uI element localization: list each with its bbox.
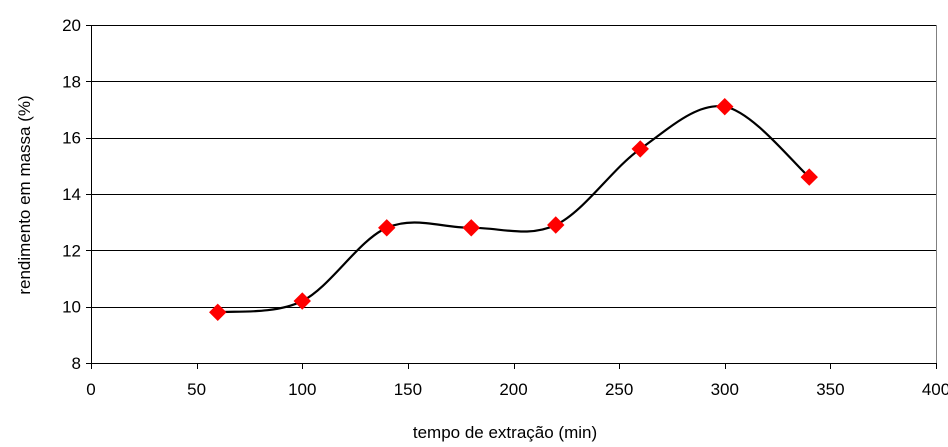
grid-layer xyxy=(91,25,936,308)
x-tick-label-150: 150 xyxy=(394,380,422,399)
x-tick-label-300: 300 xyxy=(711,380,739,399)
line-layer xyxy=(217,105,810,314)
data-point-180 xyxy=(462,219,480,237)
y-tick-label-12: 12 xyxy=(62,241,81,260)
data-point-300 xyxy=(716,97,734,116)
data-point-220 xyxy=(547,216,565,234)
data-point-260 xyxy=(631,140,649,158)
x-tick-label-100: 100 xyxy=(288,380,316,399)
data-point-60 xyxy=(209,303,227,322)
y-tick-label-18: 18 xyxy=(62,72,81,91)
axes-layer xyxy=(86,25,937,369)
y-tick-label-20: 20 xyxy=(62,16,81,35)
x-tick-label-250: 250 xyxy=(605,380,633,399)
x-tick-label-400: 400 xyxy=(922,380,948,399)
x-axis-title: tempo de extração (min) xyxy=(413,423,597,442)
data-point-140 xyxy=(378,219,396,237)
series-line-0 xyxy=(217,105,810,314)
x-tick-label-0: 0 xyxy=(86,380,95,399)
y-tick-label-16: 16 xyxy=(62,129,81,148)
x-tick-label-350: 350 xyxy=(816,380,844,399)
y-tick-label-10: 10 xyxy=(62,298,81,317)
marker-layer xyxy=(209,97,818,322)
x-tick-label-50: 50 xyxy=(187,380,206,399)
y-tick-label-8: 8 xyxy=(72,354,81,373)
y-axis-title: rendimento em massa (%) xyxy=(15,95,34,294)
y-tick-label-14: 14 xyxy=(62,185,81,204)
data-point-100 xyxy=(293,292,311,310)
data-point-340 xyxy=(800,168,818,186)
x-tick-label-200: 200 xyxy=(499,380,527,399)
